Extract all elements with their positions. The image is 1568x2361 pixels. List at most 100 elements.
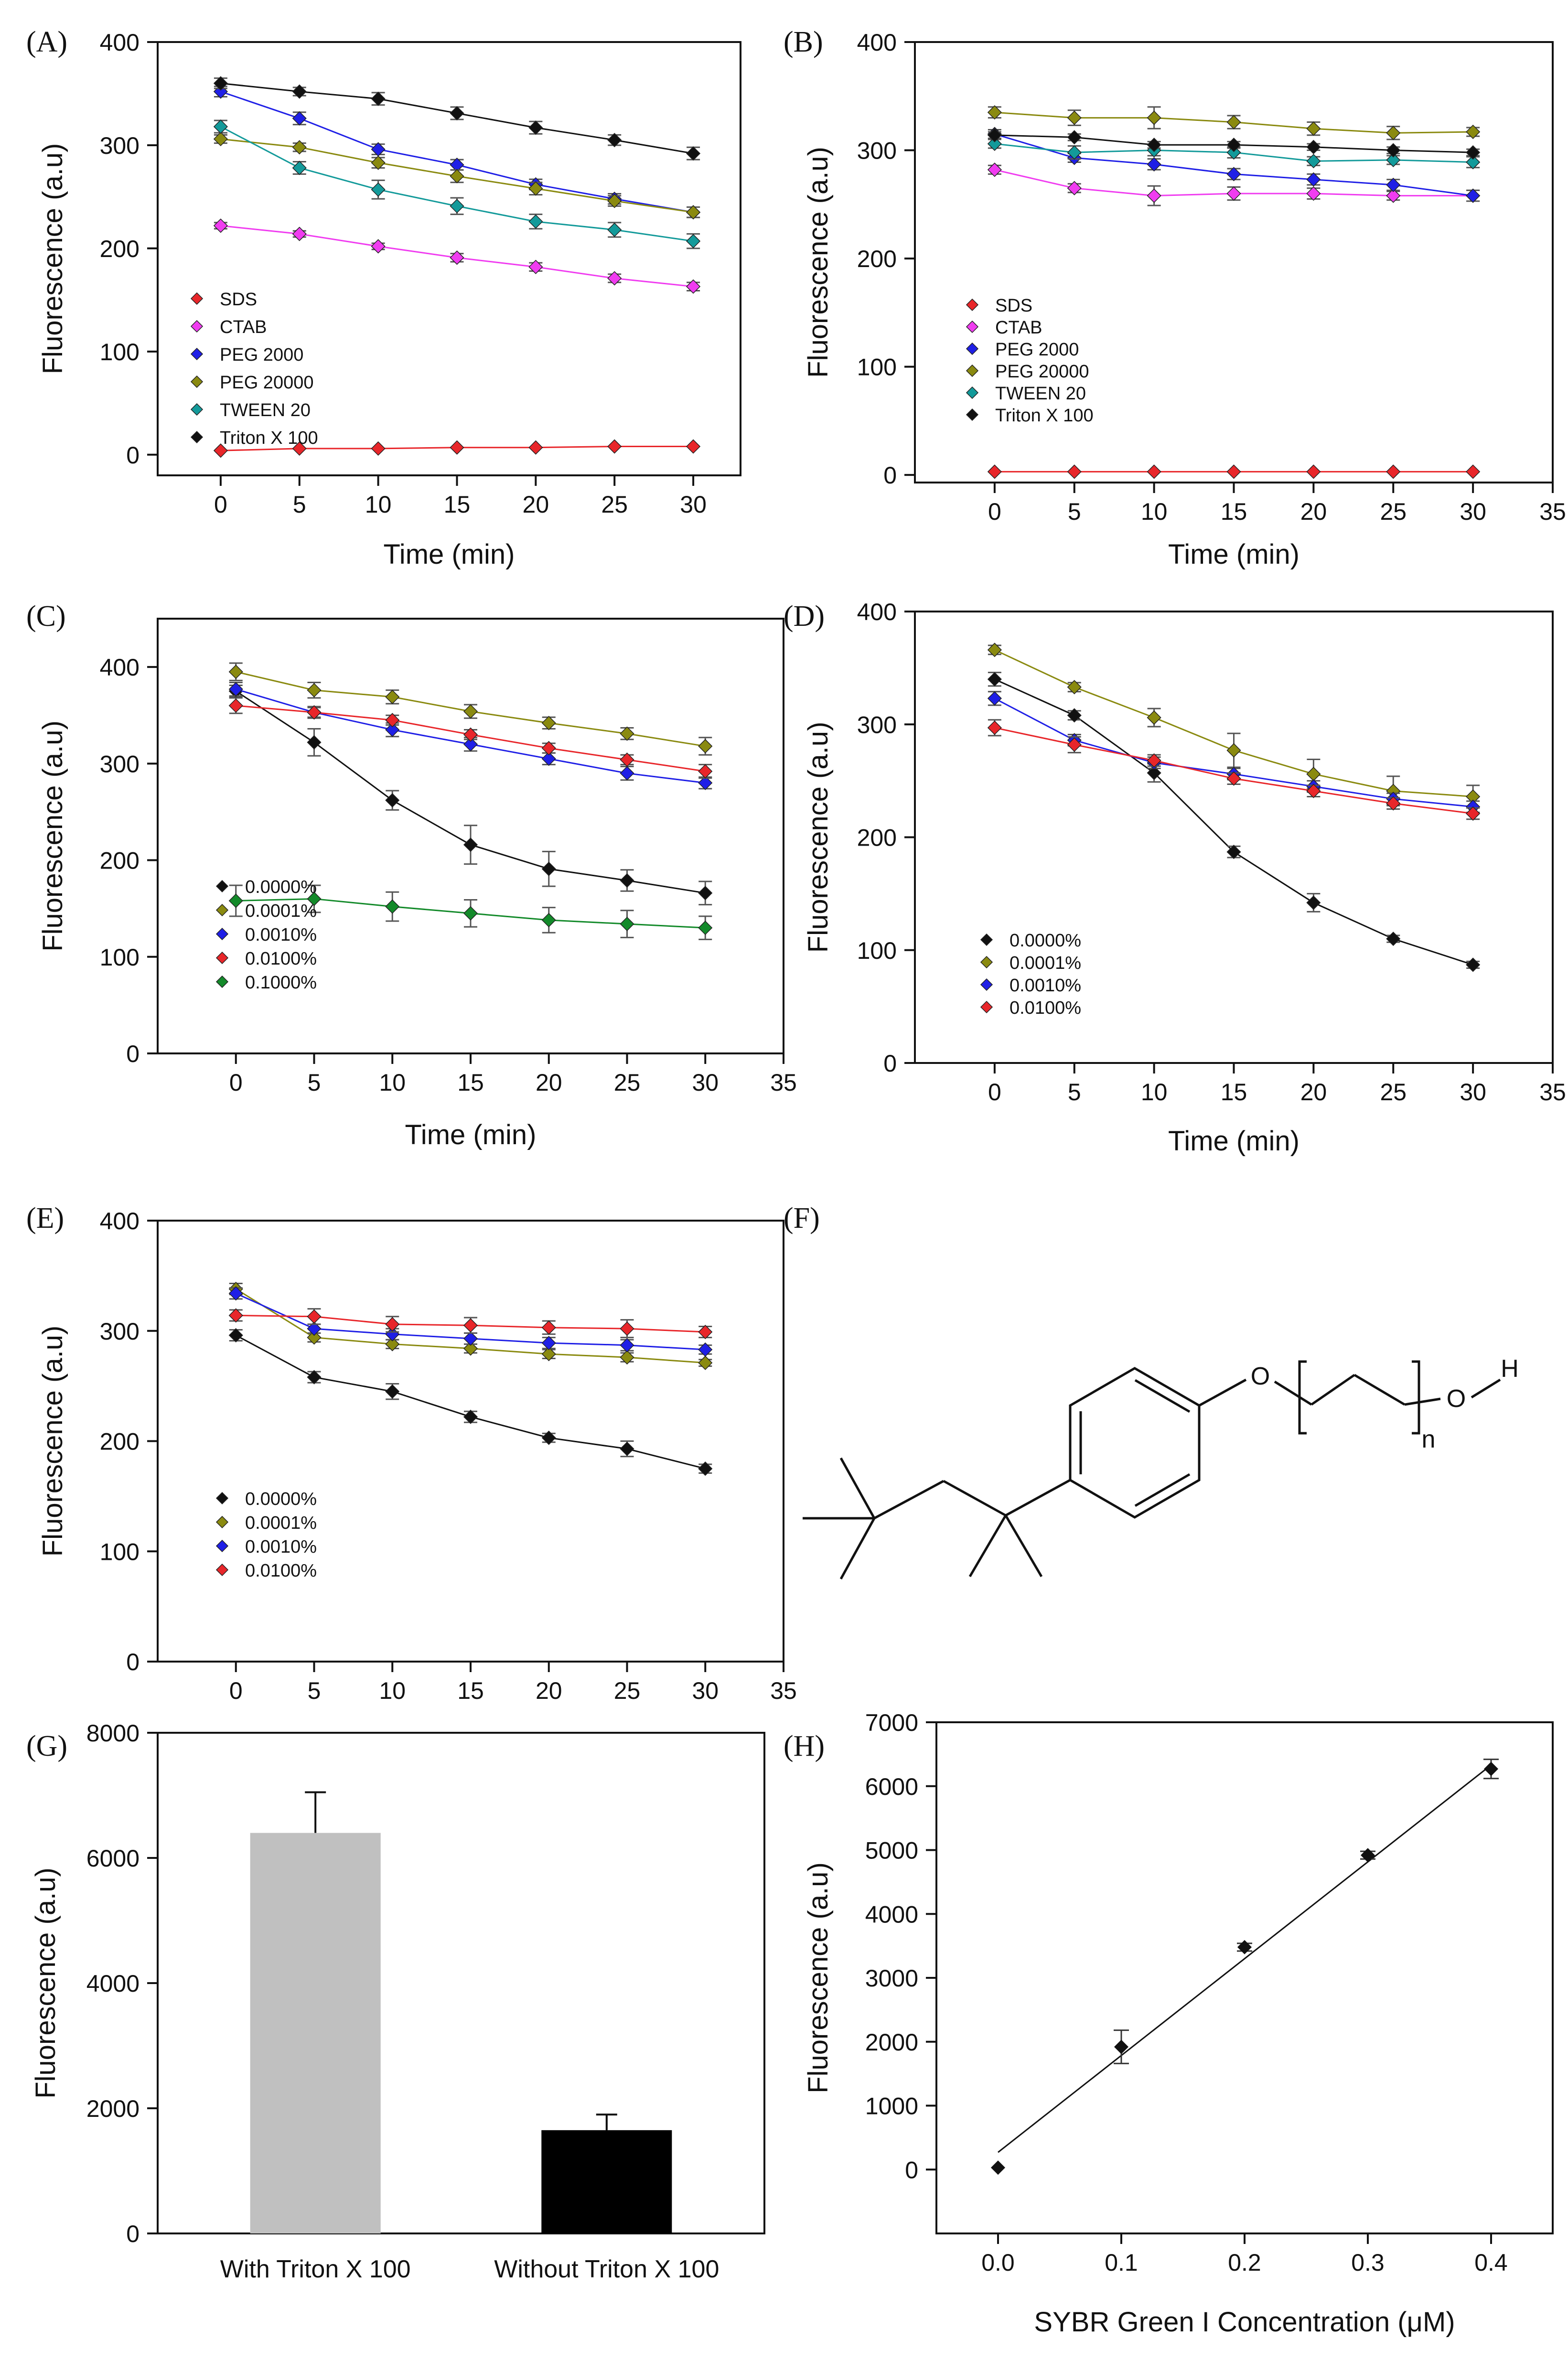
x-tick-label: 25: [614, 1677, 641, 1704]
data-point: [686, 146, 701, 161]
data-point: [528, 120, 543, 135]
legend-label: 0.0001%: [1010, 953, 1081, 973]
y-axis-label: Fluorescence (a.u): [37, 1326, 68, 1557]
data-point: [1226, 138, 1241, 152]
chart-panel-d: (D) 0 100 200 300 400 Fluorescence (a.u) 0 5 10 15…: [784, 599, 1566, 1157]
data-point: [620, 916, 634, 932]
legend-label: TWEEN 20: [995, 384, 1086, 404]
data-point: [213, 76, 228, 91]
y-tick-label: 300: [100, 751, 140, 777]
data-point: [1466, 806, 1481, 821]
data-point: [541, 716, 556, 730]
x-tick-label: 0: [229, 1069, 243, 1096]
y-tick-label: 8000: [86, 1720, 140, 1747]
data-point: [450, 440, 464, 455]
y-axis-label: Fluorescence (a.u): [803, 1862, 834, 2093]
data-point: [228, 698, 243, 713]
data-point: [1306, 121, 1321, 136]
data-point: [1466, 464, 1481, 479]
data-point: [1067, 181, 1082, 195]
legend-label: Triton X 100: [995, 406, 1094, 426]
data-point: [292, 161, 307, 175]
data-point: [385, 793, 400, 808]
data-point: [620, 1350, 634, 1365]
data-point: [987, 691, 1002, 706]
x-tick-label: 5: [293, 491, 306, 518]
y-tick-label: 400: [100, 29, 140, 56]
data-point: [541, 751, 556, 766]
x-tick-label: 25: [1380, 1079, 1407, 1105]
y-tick-label: 400: [857, 29, 897, 56]
series-line: [220, 126, 694, 242]
fit-line: [998, 1764, 1492, 2153]
legend-label: 0.0000%: [245, 877, 317, 897]
data-point: [228, 1286, 243, 1301]
x-axis-label: SYBR Green I Concentration (μM): [1034, 2307, 1455, 2338]
data-point: [1226, 167, 1241, 182]
y-tick-label: 4000: [86, 1970, 140, 1997]
data-point: [1226, 743, 1241, 758]
x-axis-label: Time (min): [405, 1119, 537, 1150]
data-point: [1147, 188, 1161, 203]
y-tick-label: 6000: [865, 1773, 918, 1800]
data-point: [385, 899, 400, 914]
legend-label: SDS: [995, 296, 1032, 316]
x-tick-label: 0: [229, 1677, 243, 1704]
data-point: [1386, 464, 1401, 479]
data-point: [385, 1337, 400, 1352]
data-point: [541, 912, 556, 927]
data-point: [371, 91, 386, 106]
x-axis-label: Time (min): [1168, 1126, 1300, 1157]
legend-marker: [215, 1563, 229, 1577]
chart-panel-g: (G) 0 2000 4000 6000 8000 Fluorescence (a.u) Wi…: [26, 1720, 765, 2283]
data-point: [213, 218, 228, 233]
data-point: [1386, 177, 1401, 193]
data-point: [1114, 2039, 1128, 2054]
data-point: [463, 727, 478, 742]
data-point: [528, 440, 543, 455]
y-axis-label: Fluorescence (a.u): [37, 720, 68, 952]
data-point: [1067, 708, 1082, 723]
x-tick-label: 10: [379, 1677, 406, 1704]
atom-oxygen-2: O: [1447, 1385, 1466, 1413]
x-tick-label: 25: [601, 491, 628, 518]
data-point: [1226, 186, 1241, 201]
data-point: [463, 704, 478, 719]
x-tick-label: 30: [692, 1677, 719, 1704]
data-point: [607, 271, 622, 286]
y-axis-label: Fluorescence (a.u): [30, 1867, 61, 2099]
chart-panel-e: (E) 0 100 200 300 400 Fluorescence (a.u) 0 5 10 15…: [26, 1202, 797, 1704]
data-point: [1067, 130, 1082, 145]
legend-marker: [966, 298, 979, 311]
data-point: [698, 921, 713, 935]
data-point: [1386, 126, 1401, 140]
y-tick-label: 4000: [865, 1901, 918, 1928]
x-tick-label: 20: [536, 1069, 562, 1096]
data-point: [450, 199, 464, 214]
chart-panel-b: (B) 0 100 200 300 400 Fluorescence (a.u) 0 5 10 15…: [784, 26, 1566, 570]
data-point: [1306, 154, 1321, 169]
y-tick-label: 0: [905, 2157, 918, 2183]
legend-label: 0.0010%: [245, 925, 317, 945]
x-tick-label: 25: [1380, 498, 1407, 525]
legend-label: PEG 20000: [220, 373, 313, 393]
y-axis-label: Fluorescence (a.u): [803, 147, 834, 378]
x-tick-label: 35: [770, 1677, 797, 1704]
data-point: [307, 1309, 322, 1324]
data-point: [607, 193, 622, 208]
data-point: [1147, 765, 1161, 780]
y-tick-label: 300: [857, 138, 897, 164]
data-point: [371, 182, 386, 197]
y-tick-label: 3000: [865, 1965, 918, 1992]
x-tick-label: 10: [1141, 1079, 1168, 1105]
x-tick-label: 15: [1221, 498, 1247, 525]
plot-frame: [157, 1220, 784, 1663]
data-point: [450, 169, 464, 183]
chart-panel-a: (A) 0 100 200 300 400 Fluorescence (a.u) 0 5 10 15…: [26, 26, 741, 570]
y-tick-label: 6000: [86, 1845, 140, 1872]
y-tick-label: 300: [100, 132, 140, 159]
data-point: [698, 1461, 713, 1476]
legend-label: 0.0000%: [1010, 931, 1081, 951]
x-tick-label: 0: [988, 498, 1001, 525]
data-point: [1306, 140, 1321, 154]
